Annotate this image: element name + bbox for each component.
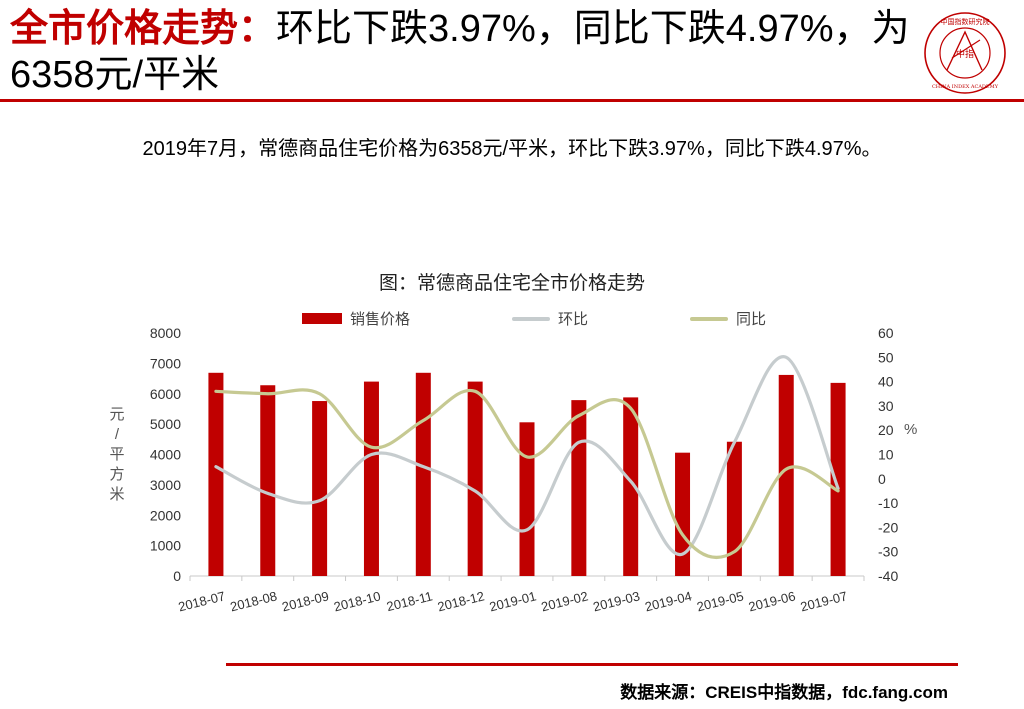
legend-label-mom: 环比 bbox=[558, 311, 589, 328]
y-axis-left-tick-label: 6000 bbox=[150, 386, 181, 402]
bar-price bbox=[830, 382, 846, 576]
y-axis-right-tick-label: 30 bbox=[878, 398, 894, 414]
legend-item-yoy: 同比 bbox=[690, 308, 766, 329]
y-axis-left-tick-label: 2000 bbox=[150, 507, 181, 523]
bar-price bbox=[363, 381, 379, 576]
y-axis-left-tick-label: 7000 bbox=[150, 355, 181, 371]
page-title-rest: 环比下跌3.97%，同比下跌4.97%，为6358元/平米 bbox=[10, 8, 910, 96]
y-axis-right-tick-label: 10 bbox=[878, 447, 894, 463]
summary-text: 2019年7月，常德商品住宅价格为6358元/平米，环比下跌3.97%，同比下跌… bbox=[142, 138, 882, 160]
x-axis-tick-label: 2018-09 bbox=[280, 588, 330, 614]
legend-label-price: 销售价格 bbox=[350, 311, 411, 328]
legend-item-mom: 环比 bbox=[512, 308, 588, 329]
legend-item-price: 销售价格 bbox=[302, 308, 410, 329]
bar-price bbox=[675, 452, 691, 576]
line-mom bbox=[214, 355, 840, 556]
legend-swatch-price bbox=[302, 313, 342, 324]
bar-price bbox=[415, 372, 431, 576]
y-axis-right-tick-label: -10 bbox=[878, 495, 898, 511]
bar-price bbox=[260, 385, 276, 576]
x-axis-tick-label: 2018-10 bbox=[332, 588, 382, 614]
x-axis-tick-label: 2019-02 bbox=[540, 588, 590, 614]
y-axis-left-label: 元 / 平方米 bbox=[109, 406, 125, 503]
bar-price bbox=[519, 422, 535, 576]
footer-divider bbox=[226, 663, 958, 666]
y-axis-right-tick-label: 20 bbox=[878, 422, 894, 438]
y-axis-right-tick-label: -20 bbox=[878, 519, 898, 535]
y-axis-right-tick-label: -40 bbox=[878, 568, 898, 584]
line-yoy bbox=[214, 388, 840, 560]
page-title-accent: 全市价格走势： bbox=[10, 8, 277, 50]
y-axis-right-tick-label: 0 bbox=[878, 471, 886, 487]
header-divider bbox=[0, 99, 1024, 102]
x-axis-tick-label: 2019-01 bbox=[488, 588, 538, 614]
y-axis-left-tick-label: 1000 bbox=[150, 538, 181, 554]
bar-price bbox=[726, 441, 742, 576]
x-axis-tick-label: 2019-03 bbox=[591, 588, 641, 614]
page-title: 全市价格走势：环比下跌3.97%，同比下跌4.97%，为6358元/平米 bbox=[10, 6, 910, 98]
logo-bottom-text: CHINA INDEX ACADEMY bbox=[932, 84, 999, 90]
bar-price bbox=[312, 401, 328, 576]
bar-price bbox=[208, 372, 224, 576]
x-axis-tick-label: 2018-11 bbox=[385, 588, 434, 614]
legend-label-yoy: 同比 bbox=[736, 311, 767, 328]
y-axis-left-tick-label: 0 bbox=[173, 568, 181, 584]
y-axis-left-tick-label: 3000 bbox=[150, 477, 181, 493]
bar-price bbox=[778, 374, 794, 576]
y-axis-left-tick-label: 5000 bbox=[150, 416, 181, 432]
logo-top-text: 中国指数研究院 bbox=[941, 17, 990, 26]
data-source: 数据来源：CREIS中指数据，fdc.fang.com bbox=[620, 683, 948, 702]
y-axis-right-tick-label: 60 bbox=[878, 325, 894, 341]
y-axis-right-tick-label: -30 bbox=[878, 544, 898, 560]
x-axis-tick-label: 2018-08 bbox=[229, 588, 279, 614]
x-axis-tick-label: 2018-12 bbox=[436, 588, 486, 614]
x-axis-tick-label: 2018-07 bbox=[177, 588, 227, 614]
y-axis-right-tick-label: 50 bbox=[878, 349, 894, 365]
y-axis-left-tick-label: 8000 bbox=[150, 325, 181, 341]
bar-price bbox=[571, 400, 587, 576]
y-axis-left-tick-label: 4000 bbox=[150, 447, 181, 463]
x-axis-tick-label: 2019-05 bbox=[695, 588, 745, 614]
x-axis-tick-label: 2019-06 bbox=[747, 588, 797, 614]
bar-price bbox=[623, 397, 639, 576]
x-axis-tick-label: 2019-07 bbox=[799, 588, 849, 614]
y-axis-right-label: % bbox=[904, 421, 918, 438]
x-axis-tick-label: 2019-04 bbox=[643, 588, 693, 614]
legend-swatch-mom bbox=[512, 316, 550, 321]
chart-title: 图：常德商品住宅全市价格走势 bbox=[378, 273, 645, 294]
logo-center-text: 中指 bbox=[956, 48, 974, 60]
bar-price bbox=[467, 381, 483, 576]
legend-swatch-yoy bbox=[690, 316, 728, 321]
china-index-academy-logo: 中指 中国指数研究院 CHINA INDEX ACADEMY bbox=[924, 12, 1006, 94]
y-axis-right-tick-label: 40 bbox=[878, 374, 894, 390]
